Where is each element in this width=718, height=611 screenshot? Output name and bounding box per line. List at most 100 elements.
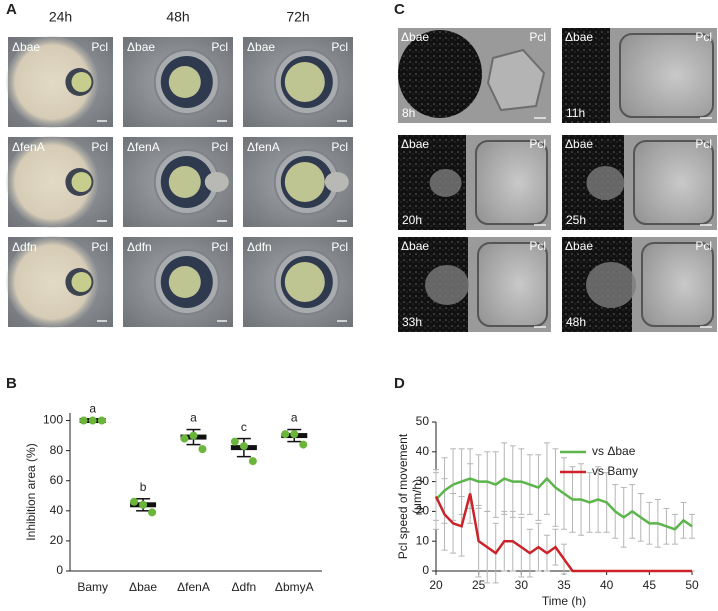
time-label: 33h [402,315,422,329]
time-label: 8h [402,106,415,120]
target-label: Pcl [331,140,348,154]
strain-label: Δbae [247,40,275,54]
strain-label: ΔfenA [12,140,45,154]
data-point [189,431,198,440]
significance-letter: a [190,411,197,425]
significance-letter: b [140,480,147,494]
time-label: 20h [402,213,422,227]
x-tick-label: 35 [557,578,571,592]
bae-front [562,28,610,123]
colony [284,162,325,202]
pcl-colony [619,33,714,118]
strain-label: Δbae [565,30,593,44]
strain-label: Δbae [565,239,593,253]
target-label: Pcl [529,30,546,44]
pcl-colony [641,242,714,327]
lobe [324,172,349,192]
data-point [281,430,290,439]
colony [71,72,92,92]
data-point [230,437,239,446]
clearing [586,166,625,200]
strain-label: Δbae [401,239,429,253]
pcl-colony [633,140,714,225]
y-tick-label: 10 [416,533,430,547]
target-label: Pcl [211,240,228,254]
y-axis-label: Inhibition area (%) [24,443,38,540]
colony [71,272,92,292]
x-tick-label: 25 [472,578,486,592]
data-point [88,416,97,425]
data-point [290,430,299,439]
y-tick-label: 0 [56,563,63,577]
column-header: 48h [166,9,189,25]
target-label: Pcl [529,239,546,253]
pcl-colony [486,48,546,112]
time-label: 11h [566,106,585,120]
y-tick-label: 100 [43,413,63,427]
x-tick-label: 45 [643,578,657,592]
target-label: Pcl [91,40,108,54]
target-label: Pcl [695,137,712,151]
colony [284,262,325,302]
y-tick-label: 40 [416,444,430,458]
strain-label: Δbae [401,137,429,151]
column-header: 72h [286,9,309,25]
y-tick-label: 30 [416,474,430,488]
y-tick-label: 80 [50,443,64,457]
colony [71,172,92,192]
strain-label: Δdfn [12,240,37,254]
pcl-colony [475,140,548,225]
colony [168,266,201,298]
x-tick-label: Δdfn [232,580,257,594]
y-tick-label: 60 [50,473,64,487]
x-tick-label: 40 [600,578,614,592]
y-axis-label: Pcl speed of movement [396,433,410,559]
panel-label: A [6,1,17,18]
series-line [435,476,693,531]
significance-letter: c [241,420,247,434]
inhibition-halo [6,136,99,228]
target-label: Pcl [331,40,348,54]
panel-label: B [6,375,17,392]
strain-label: ΔfenA [247,140,280,154]
data-point [180,434,189,443]
strain-label: Δbae [565,137,593,151]
colony [168,166,201,198]
data-point [198,445,207,454]
target-label: Pcl [211,40,228,54]
y-tick-label: 20 [50,533,64,547]
legend-label: vs Bamy [592,464,638,478]
series-line [434,493,692,573]
target-label: Pcl [211,140,228,154]
data-point [130,497,139,506]
target-label: Pcl [331,240,348,254]
bae-colony [398,30,482,118]
data-point [79,416,88,425]
target-label: Pcl [91,140,108,154]
x-tick-label: ΔfenA [177,580,210,594]
x-tick-label: 30 [515,578,529,592]
x-tick-label: 50 [685,578,699,592]
x-axis-label: Time (h) [542,594,586,608]
panel-label: D [394,375,405,392]
x-tick-label: ΔbmyA [275,580,314,594]
column-header: 24h [49,9,72,25]
clearing [429,169,462,197]
strain-label: Δdfn [127,240,152,254]
data-point [97,416,106,425]
target-label: Pcl [529,137,546,151]
strain-label: Δdfn [247,240,272,254]
y-axis-label: (μm/h) [410,479,424,514]
x-tick-label: Bamy [77,580,108,594]
strain-label: Δbae [401,30,429,44]
strain-label: Δbae [12,40,40,54]
strain-label: ΔfenA [127,140,160,154]
time-label: 48h [566,315,586,329]
y-tick-label: 40 [50,503,64,517]
y-tick-label: 50 [416,414,430,428]
time-label: 25h [566,213,586,227]
data-point [248,457,257,466]
colony [284,62,325,102]
y-tick-label: 20 [416,504,430,518]
data-point [148,508,157,517]
